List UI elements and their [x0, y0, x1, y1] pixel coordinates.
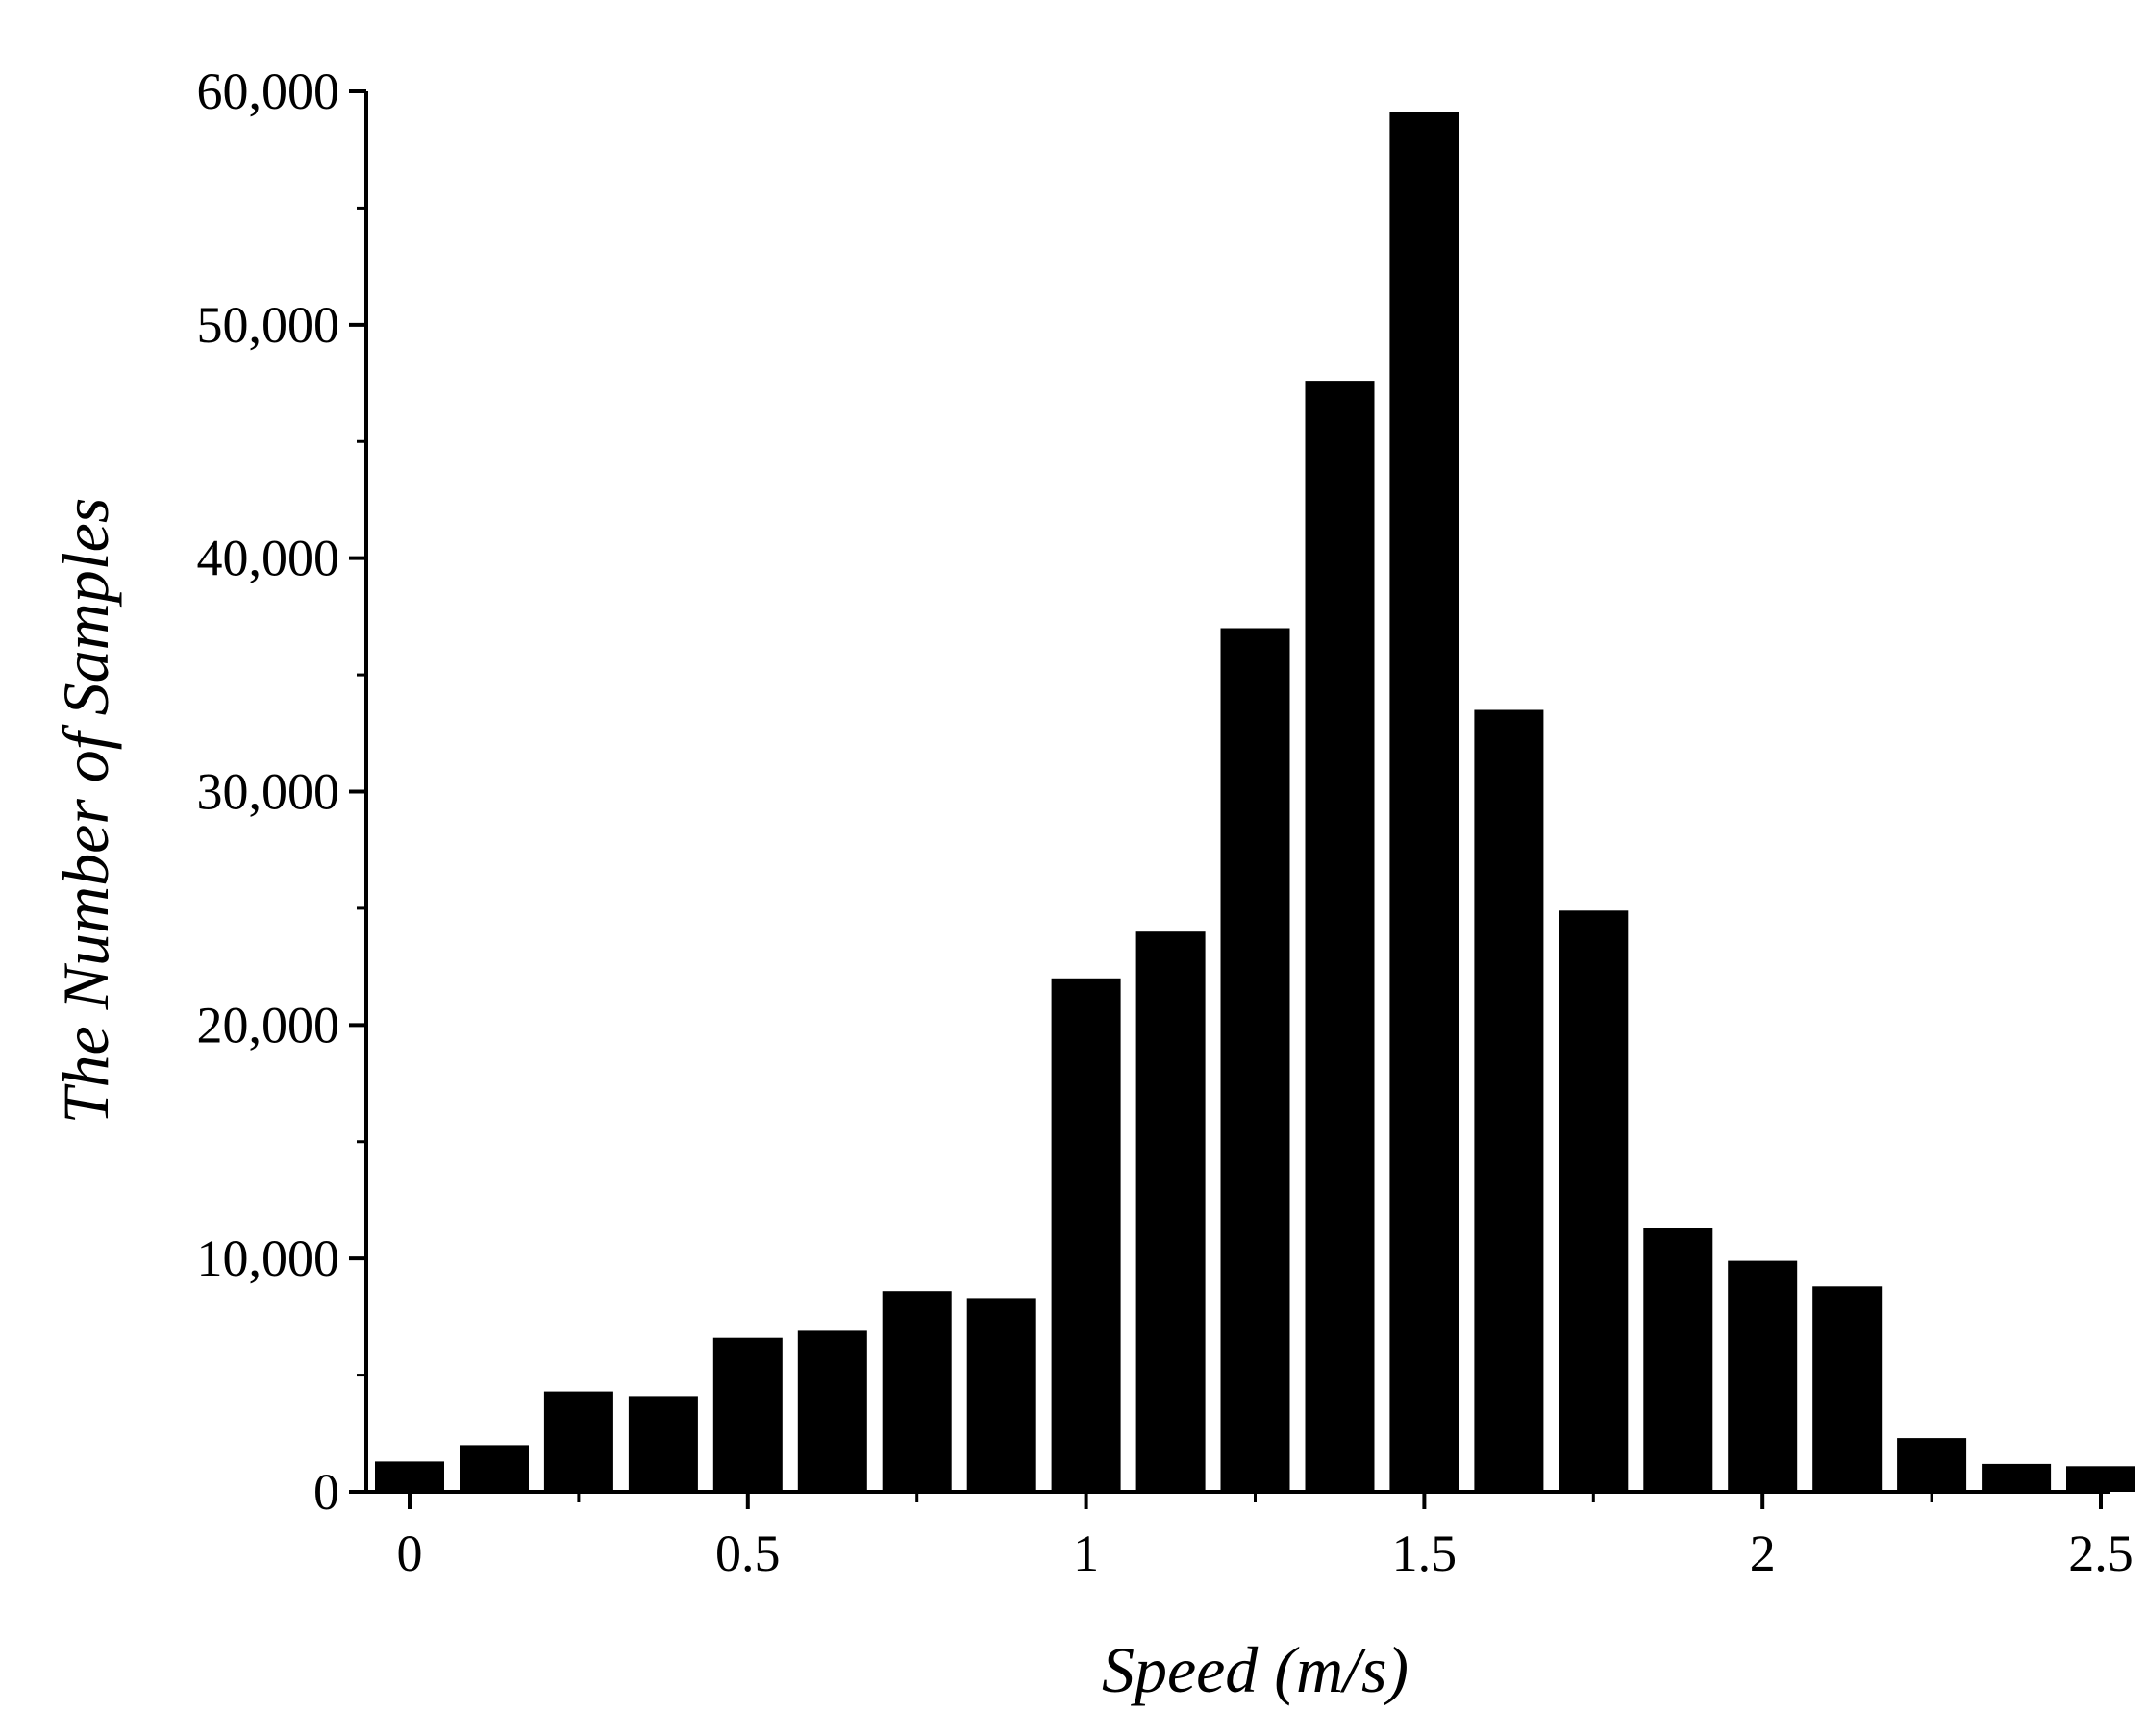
ticks-layer: 0 10,000 20,000 30,000 40,000 50,000 60,000 0 0.…: [197, 62, 2133, 1582]
x-tick-label: 0.5: [715, 1525, 781, 1582]
x-tick-label: 2: [1750, 1525, 1776, 1582]
y-tick-label: 60,000: [197, 62, 340, 120]
histogram-bar: [1051, 978, 1121, 1492]
histogram-bar: [628, 1396, 698, 1492]
histogram-bar: [1389, 112, 1459, 1492]
histogram-bar: [882, 1291, 952, 1492]
histogram-bar: [1982, 1463, 2052, 1492]
histogram-bar: [2066, 1466, 2135, 1492]
y-tick-label: 20,000: [197, 996, 340, 1054]
histogram-bar: [797, 1330, 867, 1492]
histogram-bar: [1728, 1260, 1798, 1492]
bars-layer: [375, 112, 2135, 1493]
histogram-bar: [1812, 1286, 1883, 1492]
y-tick-label: 0: [313, 1463, 339, 1521]
x-tick-label: 2.5: [2068, 1525, 2133, 1582]
x-tick-label: 1.5: [1392, 1525, 1458, 1582]
histogram-bar: [543, 1391, 613, 1492]
y-axis-title: The Number of Samples: [49, 498, 122, 1125]
histogram-bar: [1305, 381, 1375, 1493]
y-tick-label: 40,000: [197, 530, 340, 587]
histogram-bar: [1643, 1228, 1713, 1492]
histogram-bar: [966, 1298, 1036, 1492]
histogram-bar: [1559, 910, 1629, 1492]
y-tick-label: 50,000: [197, 296, 340, 354]
x-tick-label: 0: [397, 1525, 423, 1582]
x-axis-title: Speed (m/s): [1102, 1633, 1409, 1706]
histogram-bar: [460, 1445, 529, 1492]
histogram-bar: [1474, 709, 1544, 1492]
histogram-bar: [712, 1337, 783, 1492]
histogram-bar: [1897, 1438, 1967, 1492]
y-tick-label: 30,000: [197, 763, 340, 821]
y-tick-label: 10,000: [197, 1229, 340, 1287]
x-tick-label: 1: [1073, 1525, 1099, 1582]
histogram-bar: [375, 1461, 444, 1492]
histogram-bar: [1220, 628, 1290, 1492]
histogram-bar: [1135, 931, 1206, 1492]
